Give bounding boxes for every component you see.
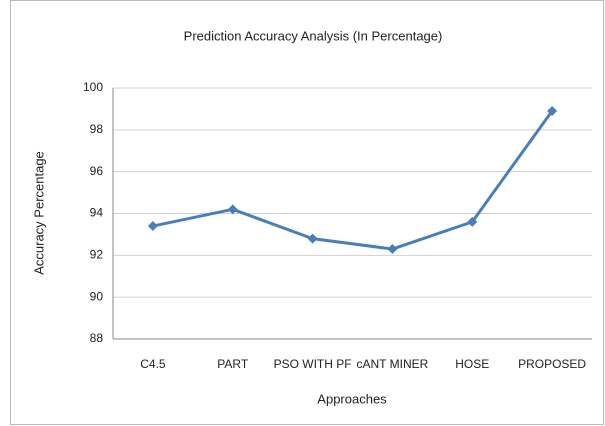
chart-border	[10, 0, 604, 425]
y-tick-label: 96	[90, 164, 104, 178]
data-point	[547, 106, 558, 117]
y-axis-label: Accuracy Percentage	[31, 151, 46, 275]
data-point	[307, 233, 318, 244]
data-point	[387, 244, 398, 255]
chart-title: Prediction Accuracy Analysis (In Percent…	[184, 28, 443, 43]
y-tick-label: 100	[83, 80, 103, 94]
series-line	[152, 110, 554, 251]
y-tick-label: 94	[90, 206, 104, 220]
y-tick-label: 88	[90, 331, 104, 345]
x-tick-label: PROPOSED	[518, 357, 586, 371]
x-tick-label: C4.5	[140, 357, 166, 371]
x-tick-label: PART	[217, 357, 249, 371]
data-point	[467, 216, 478, 227]
x-tick-label: HOSE	[455, 357, 489, 371]
x-tick-label: cANT MINER	[357, 357, 429, 371]
data-point	[227, 204, 238, 215]
y-tick-label: 92	[90, 248, 104, 262]
y-tick-label: 98	[90, 122, 104, 136]
x-axis-label: Approaches	[317, 391, 387, 406]
x-tick-label: PSO WITH PF	[274, 357, 352, 371]
y-tick-label: 90	[90, 289, 104, 303]
data-point	[147, 221, 158, 232]
